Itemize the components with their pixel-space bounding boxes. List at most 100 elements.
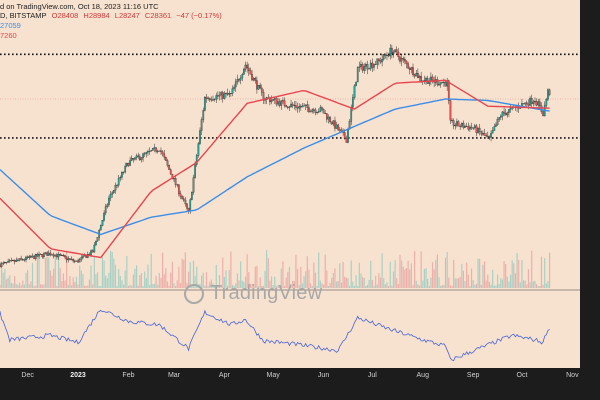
volume-bar: [394, 260, 396, 288]
header-pair: D, BITSTAMP: [0, 11, 47, 20]
candle-body: [337, 124, 340, 131]
header-line-1: d on TradingView.com, Oct 18, 2023 11:16…: [0, 2, 162, 11]
volume-bar: [415, 280, 417, 288]
candle-body: [238, 79, 240, 81]
volume-bar: [2, 272, 4, 288]
candle-body: [439, 82, 442, 85]
candle-body: [228, 93, 231, 95]
candle-body: [163, 153, 166, 158]
volume-bar: [376, 284, 378, 288]
volume-bar: [75, 276, 78, 288]
candle-body: [246, 64, 249, 69]
volume-bar: [49, 270, 52, 288]
candle-body: [467, 126, 470, 130]
candle-body: [12, 260, 14, 262]
chart-background: [0, 0, 580, 368]
volume-bar: [440, 285, 442, 288]
volume-bar: [264, 270, 266, 288]
x-tick-label: Dec: [21, 372, 34, 379]
volume-bar: [353, 285, 356, 288]
candle-body: [456, 121, 458, 126]
x-tick-label: Sep: [467, 372, 480, 379]
candle-body: [184, 199, 187, 205]
volume-bar: [179, 283, 182, 288]
volume-bar: [410, 263, 412, 288]
volume-bar: [233, 285, 235, 288]
candle-body: [478, 127, 481, 132]
volume-bar: [119, 275, 121, 288]
candle-body: [176, 184, 179, 186]
volume-bar: [231, 284, 234, 288]
candle-body: [117, 177, 120, 186]
header-high: H28984: [83, 11, 110, 20]
candle-body: [470, 126, 473, 129]
volume-bar: [158, 273, 160, 288]
volume-bar: [539, 285, 541, 288]
candle-body: [33, 255, 35, 259]
candle-body: [10, 260, 13, 262]
candle-body: [134, 157, 136, 160]
volume-bar: [482, 264, 484, 288]
volume-bar: [522, 280, 525, 288]
candle-body: [80, 257, 83, 260]
volume-bar: [542, 284, 544, 288]
candle-body: [365, 64, 367, 67]
volume-bar: [173, 283, 175, 288]
candle-body: [207, 97, 209, 99]
candle-body: [30, 255, 32, 258]
candle-body: [312, 109, 315, 111]
volume-bar: [105, 275, 107, 288]
volume-bar: [162, 252, 164, 288]
volume-bar: [46, 256, 48, 288]
candle-body: [208, 97, 211, 100]
volume-bar: [492, 269, 494, 288]
candle-body: [319, 107, 322, 112]
candle-body: [537, 101, 540, 106]
candle-body: [192, 177, 195, 193]
volume-bar: [422, 280, 424, 288]
candle-body: [532, 101, 535, 104]
candle-body: [91, 250, 94, 253]
volume-bar: [165, 268, 167, 288]
candle-body: [291, 103, 294, 106]
candle-body: [306, 104, 309, 108]
candle-body: [60, 255, 63, 257]
volume-bar: [470, 268, 473, 288]
candle-body: [495, 124, 497, 127]
candle-body: [226, 93, 229, 95]
volume-bar: [163, 274, 165, 288]
volume-bar: [516, 253, 518, 288]
candle-body: [296, 107, 299, 109]
candle-body: [221, 92, 224, 99]
candle-body: [308, 107, 310, 112]
volume-bar: [477, 258, 479, 288]
volume-bar: [38, 256, 40, 288]
candle-body: [355, 81, 357, 87]
candle-body: [233, 86, 235, 89]
volume-bar: [331, 277, 333, 288]
candle-body: [85, 255, 88, 258]
candle-body: [78, 258, 81, 263]
candle-body: [441, 82, 444, 84]
candle-body: [178, 184, 180, 194]
volume-bar: [496, 274, 499, 288]
candle-body: [314, 109, 317, 113]
volume-bar: [529, 282, 531, 288]
volume-bar: [7, 277, 9, 288]
volume-bar: [147, 264, 149, 288]
ma-red-line: [0, 79, 550, 259]
volume-bar: [114, 264, 117, 288]
candle-body: [348, 121, 351, 130]
volume-bar: [479, 258, 481, 288]
volume-bar: [280, 268, 282, 288]
candle-body: [547, 89, 549, 100]
volume-bar: [4, 269, 6, 288]
candle-body: [529, 97, 531, 106]
candle-body: [125, 162, 128, 167]
header-ma-blue: 27059: [0, 21, 24, 30]
candle-body: [338, 129, 341, 131]
candle-body: [496, 119, 499, 126]
volume-bar: [386, 282, 388, 288]
candle-body: [25, 256, 27, 261]
volume-bar: [545, 283, 547, 288]
